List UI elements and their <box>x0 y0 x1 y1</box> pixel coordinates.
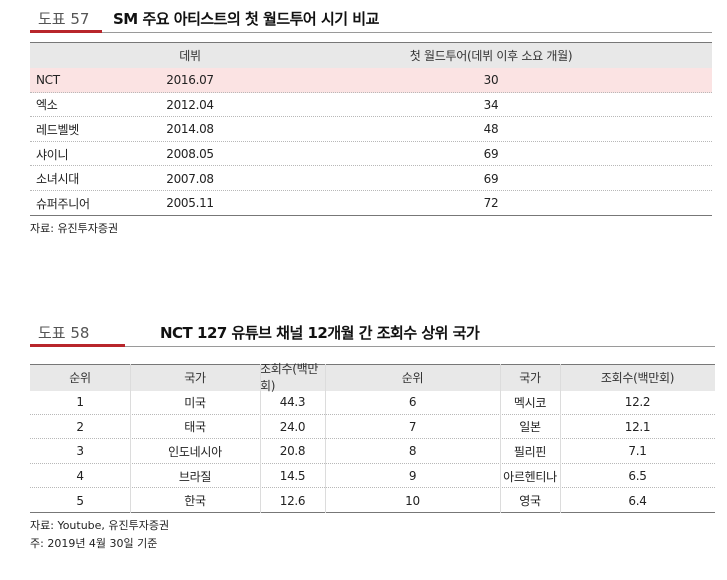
row-rule <box>30 165 712 167</box>
table-cell: 2008.05 <box>166 147 214 162</box>
table-cell: 필리핀 <box>513 444 547 459</box>
table-cell: 12.1 <box>624 419 651 434</box>
header-band <box>30 364 715 391</box>
table-cell: 20.8 <box>279 444 306 459</box>
table-cell: 7.1 <box>628 444 647 459</box>
table-cell: 5 <box>76 493 84 508</box>
row-rule <box>30 413 715 415</box>
header-cell: 조회수(백만회) <box>260 362 319 393</box>
title-rule <box>30 346 715 347</box>
table-cell: 6 <box>408 395 417 410</box>
col-rule <box>325 364 326 513</box>
table-cell: 6.5 <box>628 469 647 484</box>
table-cell: 인도네시아 <box>168 444 222 459</box>
header-cell: 조회수(백만회) <box>600 370 675 385</box>
source-note: 자료: 유진투자증권 <box>30 221 119 235</box>
header-cell: 국가 <box>184 370 206 385</box>
table-cell: 44.3 <box>279 395 306 410</box>
table-cell: 1 <box>76 395 84 410</box>
col-rule <box>500 364 501 513</box>
table-label: 도표 57 <box>38 10 90 28</box>
header-cell: 순위 <box>69 370 91 385</box>
row-rule <box>30 438 715 440</box>
table-cell: 2 <box>76 419 84 434</box>
table-cell: 2005.11 <box>166 196 214 211</box>
row-rule <box>30 116 712 118</box>
source-note: 자료: Youtube, 유진투자증권 <box>30 519 170 532</box>
source-note: 주: 2019년 4월 30일 기준 <box>30 537 158 550</box>
row-rule <box>30 462 715 464</box>
title-accent <box>30 30 102 33</box>
table-cell: 미국 <box>184 395 206 410</box>
table-cell: 34 <box>483 97 499 112</box>
row-rule <box>30 91 712 93</box>
table-cell: 6.4 <box>628 493 647 508</box>
table-cell: 일본 <box>519 420 541 435</box>
table-cell: 12.6 <box>279 493 306 508</box>
row-rule <box>30 512 715 513</box>
table-cell: 48 <box>483 122 499 137</box>
row-highlight <box>30 68 712 93</box>
table-cell: 슈퍼주니어 <box>36 196 90 211</box>
table-cell: 2012.04 <box>166 97 214 112</box>
row-rule <box>30 487 715 489</box>
table-cell: 2014.08 <box>166 122 214 137</box>
table-cell: 소녀시대 <box>36 172 79 187</box>
table-cell: 한국 <box>184 494 206 509</box>
table-cell: 7 <box>408 419 417 434</box>
table-cell: 태국 <box>184 420 206 435</box>
table-cell: 14.5 <box>279 469 306 484</box>
header-cell: 첫 월드투어(데뷔 이후 소요 개월) <box>409 48 573 63</box>
header-cell: 데뷔 <box>179 48 201 63</box>
table-cell: 69 <box>483 147 499 162</box>
table-cell: 30 <box>483 73 499 88</box>
header-cell: 순위 <box>401 370 424 385</box>
col-rule <box>260 364 261 513</box>
table-cell: 2016.07 <box>166 73 214 88</box>
table-cell: 브라질 <box>178 469 212 484</box>
table-cell: 아르헨티나 <box>503 469 557 484</box>
table-cell: 10 <box>405 493 420 508</box>
table-cell: 2007.08 <box>166 171 214 186</box>
table-cell: 9 <box>408 469 417 484</box>
table-cell: NCT <box>36 73 60 88</box>
table-cell: 12.2 <box>624 395 651 410</box>
header-cell: 국가 <box>519 370 541 385</box>
table-cell: 4 <box>76 469 84 484</box>
col-rule <box>560 364 561 513</box>
table-cell: 레드벨벳 <box>36 122 79 137</box>
table-cell: 8 <box>408 444 417 459</box>
table-cell: 69 <box>483 171 499 186</box>
table-cell: 엑소 <box>36 98 58 113</box>
row-rule <box>30 140 712 142</box>
table-title: NCT 127 유튜브 채널 12개월 간 조회수 상위 국가 <box>160 324 480 342</box>
table-cell: 24.0 <box>279 419 306 434</box>
table-cell: 영국 <box>519 494 541 509</box>
table-cell: 샤이니 <box>36 147 69 162</box>
row-rule <box>30 190 712 191</box>
table-cell: 멕시코 <box>513 395 547 410</box>
table-cell: 3 <box>76 444 84 459</box>
row-rule <box>30 214 712 216</box>
table-title: SM 주요 아티스트의 첫 월드투어 시기 비교 <box>113 10 379 28</box>
table-cell: 72 <box>483 196 499 211</box>
header-band <box>30 42 712 69</box>
title-accent <box>30 344 125 347</box>
col-rule <box>130 364 131 513</box>
table-label: 도표 58 <box>38 324 90 342</box>
title-rule <box>30 32 712 33</box>
